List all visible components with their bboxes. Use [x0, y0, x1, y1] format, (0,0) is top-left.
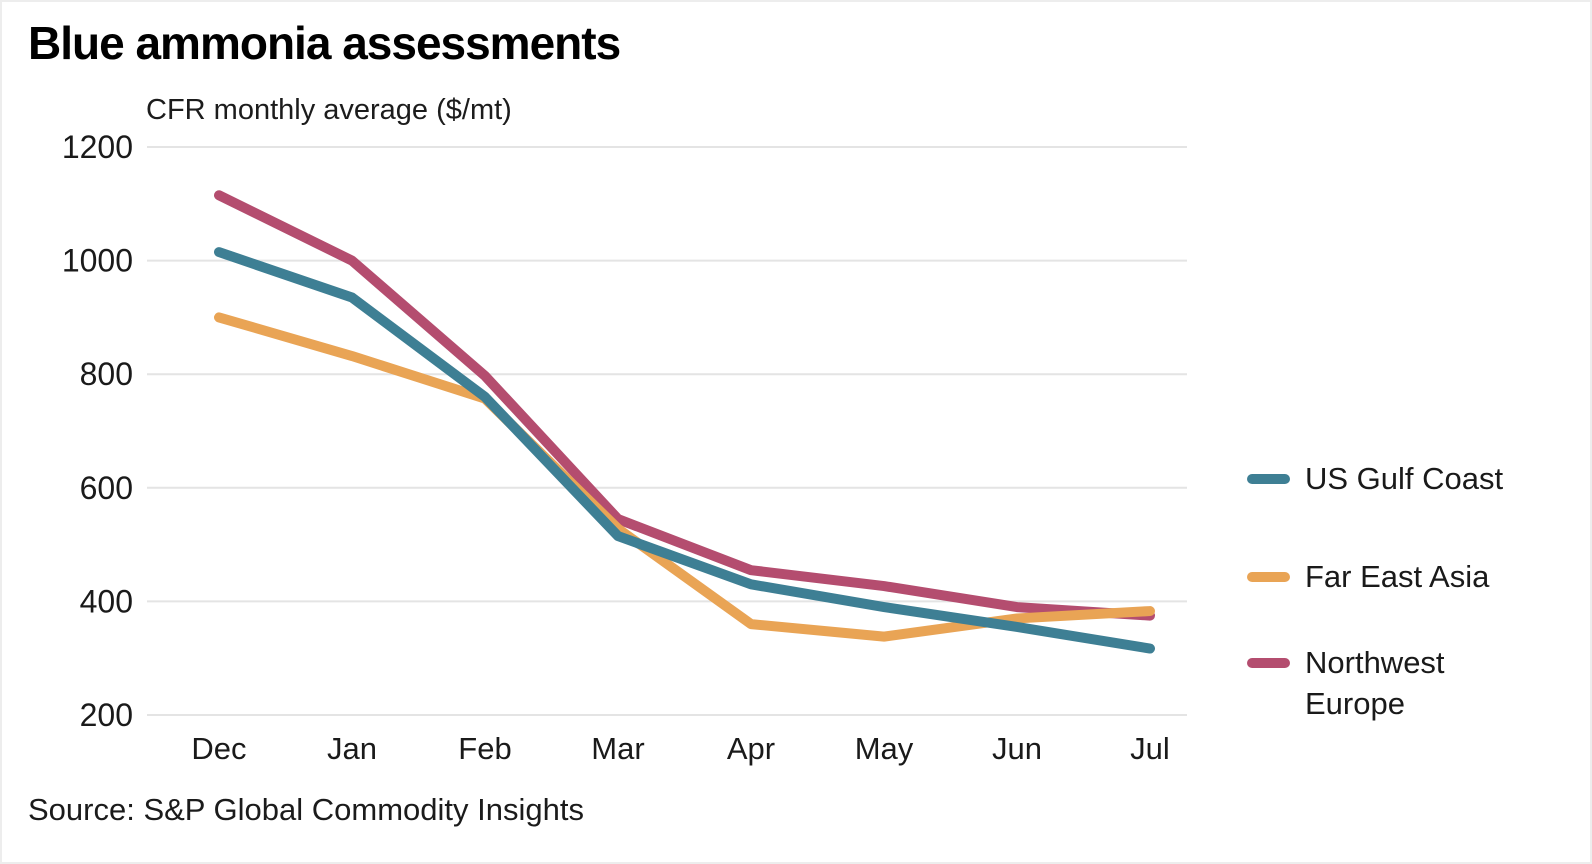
chart-title: Blue ammonia assessments — [28, 17, 621, 69]
legend-label-far-east-asia: Far East Asia — [1305, 559, 1490, 594]
x-tick-label-may: May — [855, 731, 914, 766]
x-tick-label-apr: Apr — [727, 731, 775, 766]
y-tick-label-400: 400 — [80, 583, 133, 619]
x-tick-label-feb: Feb — [458, 731, 511, 766]
legend-swatch-northwest-europe — [1247, 658, 1290, 668]
source-attribution: Source: S&P Global Commodity Insights — [28, 792, 584, 827]
y-tick-label-800: 800 — [80, 356, 133, 392]
series-line-us-gulf-coast — [214, 247, 1155, 654]
chart-subtitle: CFR monthly average ($/mt) — [146, 94, 512, 126]
legend-label-us-gulf-coast: US Gulf Coast — [1305, 461, 1504, 496]
legend-item-far-east-asia: Far East Asia — [1247, 557, 1489, 598]
x-tick-label-jun: Jun — [992, 731, 1042, 766]
y-tick-label-1000: 1000 — [62, 243, 133, 279]
y-tick-label-600: 600 — [80, 470, 133, 506]
legend-item-us-gulf-coast: US Gulf Coast — [1247, 459, 1503, 500]
series-line-northwest-europe — [214, 190, 1155, 621]
legend-swatch-us-gulf-coast — [1247, 474, 1290, 484]
x-tick-label-jan: Jan — [327, 731, 377, 766]
x-tick-label-mar: Mar — [591, 731, 644, 766]
legend-item-northwest-europe: Northwest Europe — [1247, 643, 1520, 725]
x-tick-label-jul: Jul — [1130, 731, 1170, 766]
series-line-far-east-asia — [214, 312, 1155, 642]
legend-label-northwest-europe: Northwest Europe — [1305, 645, 1445, 721]
x-tick-label-dec: Dec — [191, 731, 246, 766]
y-tick-label-200: 200 — [80, 697, 133, 733]
legend-swatch-far-east-asia — [1247, 572, 1290, 582]
y-tick-label-1200: 1200 — [62, 129, 133, 165]
